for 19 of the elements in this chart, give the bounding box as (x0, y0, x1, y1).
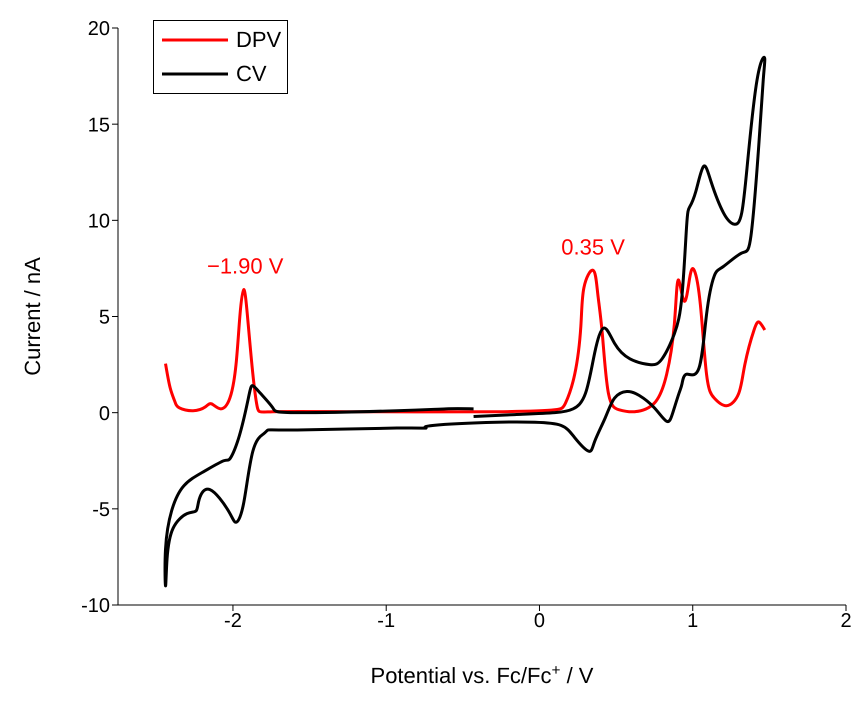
legend-label: CV (236, 61, 267, 87)
y-tick-label: 15 (88, 114, 110, 136)
annotation: 0.35 V (561, 234, 626, 260)
x-tick-label: 0 (534, 610, 546, 632)
y-tick-label: 0 (98, 402, 110, 425)
y-tick-label: 20 (88, 18, 110, 40)
y-tick-label: -5 (92, 498, 110, 521)
x-tick-label: -1 (377, 610, 396, 632)
x-tick-label: 2 (840, 610, 852, 632)
x-axis-title: Potential vs. Fc/Fc$^{+}$ / V (370, 662, 594, 688)
annotation: −1.90 V (206, 254, 284, 279)
x-tick-label: -2 (224, 610, 242, 632)
y-axis-title: Current / nA (20, 256, 45, 376)
x-tick-label: 1 (687, 610, 698, 632)
legend-label: DPV (236, 27, 282, 53)
y-tick-label: 10 (88, 210, 110, 232)
line-series (164, 57, 766, 588)
y-tick-label: -10 (81, 595, 110, 618)
y-tick-label: 5 (98, 306, 110, 329)
